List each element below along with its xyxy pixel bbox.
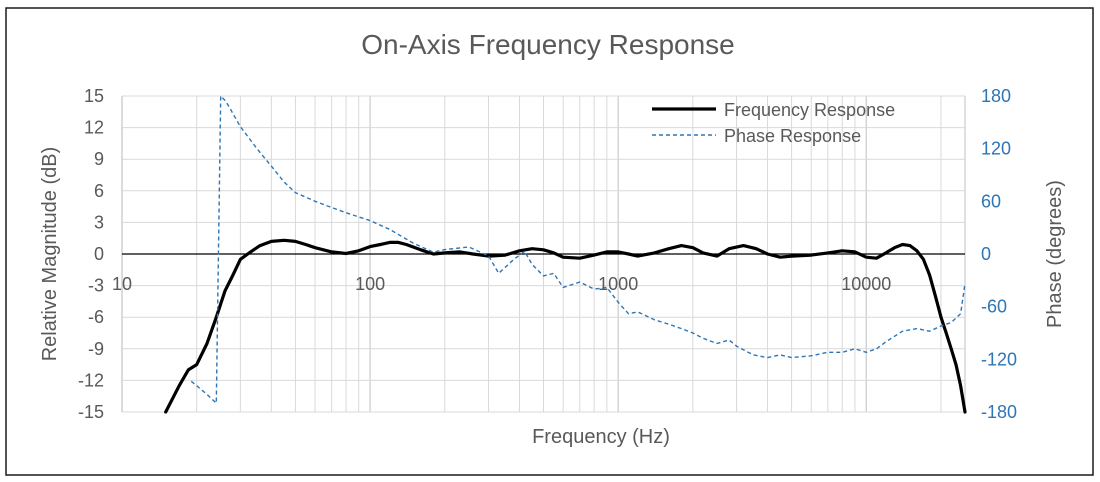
- y-tick-label-left: 6: [94, 181, 104, 201]
- y-tick-label-right: 120: [981, 139, 1011, 159]
- legend: Frequency Response Phase Response: [652, 100, 895, 146]
- legend-label-phase: Phase Response: [724, 126, 861, 146]
- frequency-response-line: [164, 238, 967, 414]
- phase-response-line: [190, 95, 966, 404]
- y-tick-label-left: -6: [88, 307, 104, 327]
- legend-label-frequency: Frequency Response: [724, 100, 895, 120]
- series-layer: [164, 95, 967, 414]
- y-tick-label-right: -180: [981, 402, 1017, 422]
- x-tick-label: 10: [112, 274, 132, 294]
- y-tick-label-right: -60: [981, 297, 1007, 317]
- y-tick-label-left: 12: [84, 118, 104, 138]
- y-tick-label-left: -12: [78, 370, 104, 390]
- axes: 15 12 9 6 3 0 -3 -6 -9 -12 -15 180 120 60 0 -60 -120 -180…: [78, 86, 1017, 422]
- y-axis-title-left: Relative Magnitude (dB): [39, 147, 61, 362]
- y-axis-title-right: Phase (degrees): [1044, 180, 1066, 328]
- x-tick-label: 10000: [841, 274, 891, 294]
- y-tick-label-left: -15: [78, 402, 104, 422]
- x-tick-label: 1000: [598, 274, 638, 294]
- y-tick-label-left: 9: [94, 149, 104, 169]
- y-tick-label-right: 180: [981, 86, 1011, 106]
- y-tick-label-left: 15: [84, 86, 104, 106]
- y-tick-label-right: -120: [981, 349, 1017, 369]
- y-tick-label-left: -3: [88, 276, 104, 296]
- y-tick-label-left: -9: [88, 339, 104, 359]
- y-tick-label-left: 3: [94, 212, 104, 232]
- y-tick-label-right: 0: [981, 244, 991, 264]
- y-tick-label-left: 0: [94, 244, 104, 264]
- chart-frame: [5, 7, 1094, 476]
- x-tick-label: 100: [355, 274, 385, 294]
- x-axis-title: Frequency (Hz): [532, 426, 670, 448]
- chart-title: On-Axis Frequency Response: [361, 29, 735, 60]
- y-tick-label-right: 60: [981, 191, 1001, 211]
